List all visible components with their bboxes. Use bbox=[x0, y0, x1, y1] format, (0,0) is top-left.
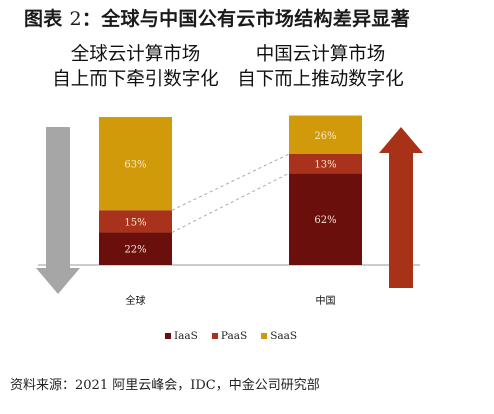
data-label-paas-0: 15% bbox=[124, 217, 146, 228]
chart-legend: IaaS PaaS SaaS bbox=[165, 330, 297, 342]
bar-segment-saas-0 bbox=[99, 117, 172, 211]
bar-segment-iaas-1 bbox=[289, 173, 362, 265]
data-label-saas-1: 26% bbox=[314, 131, 336, 142]
global-market-subtitle: 全球云计算市场 自上而下牵引数字化 bbox=[38, 42, 233, 92]
source-note: 资料来源：2021 阿里云峰会，IDC，中金公司研究部 bbox=[10, 374, 320, 393]
legend-label-saas: SaaS bbox=[270, 330, 298, 342]
connector-line-0 bbox=[171, 172, 290, 233]
bar-group: 22% 15% 63% 62% 13% 26% bbox=[99, 115, 362, 265]
global-subtitle-line-2: 自上而下牵引数字化 bbox=[52, 69, 219, 90]
china-subtitle-line-1: 中国云计算市场 bbox=[255, 44, 386, 65]
bar-segment-paas-1 bbox=[289, 154, 362, 174]
china-subtitle-line-2: 自下而上推动数字化 bbox=[237, 69, 404, 90]
legend-item-saas: SaaS bbox=[261, 330, 297, 342]
legend-label-paas: PaaS bbox=[220, 330, 248, 342]
title-main: ：全球与中国公有云市场结构差异显著 bbox=[81, 8, 411, 30]
legend-swatch-paas bbox=[211, 333, 218, 339]
source-text-2: ，中金公司研究部 bbox=[215, 378, 320, 393]
page-title: 图表 2：全球与中国公有云市场结构差异显著 bbox=[24, 4, 484, 31]
title-number: 2 bbox=[69, 8, 82, 30]
bar-segment-saas-1 bbox=[289, 115, 362, 154]
source-prefix: 资料来源： bbox=[10, 378, 76, 393]
legend-item-paas: PaaS bbox=[211, 330, 248, 342]
legend-swatch-iaas bbox=[165, 333, 171, 339]
global-subtitle-line-1: 全球云计算市场 bbox=[70, 44, 201, 65]
china-market-subtitle: 中国云计算市场 自下而上推动数字化 bbox=[228, 42, 413, 92]
title-prefix: 图表 bbox=[24, 8, 63, 30]
data-label-saas-0: 63% bbox=[124, 160, 146, 171]
legend-item-iaas: IaaS bbox=[165, 330, 198, 342]
source-year: 2021 bbox=[75, 378, 109, 393]
legend-label-iaas: IaaS bbox=[174, 330, 198, 342]
up-arrow-icon bbox=[379, 127, 423, 288]
down-arrow-icon bbox=[36, 127, 80, 294]
bar-segment-paas-0 bbox=[99, 210, 172, 233]
category-label-0: 全球 bbox=[126, 294, 146, 307]
data-label-iaas-1: 62% bbox=[314, 215, 336, 226]
legend-swatch-saas bbox=[261, 333, 268, 339]
connector-line-1 bbox=[171, 153, 290, 211]
source-text-1: 阿里云峰会， bbox=[108, 378, 191, 393]
bar-connectors bbox=[171, 153, 290, 233]
category-labels: 全球 中国 bbox=[126, 294, 336, 307]
category-label-1: 中国 bbox=[316, 294, 336, 307]
bar-segment-iaas-0 bbox=[99, 232, 172, 265]
data-label-paas-1: 13% bbox=[314, 160, 336, 171]
data-label-iaas-0: 22% bbox=[124, 245, 146, 256]
source-idc: IDC bbox=[190, 378, 216, 393]
